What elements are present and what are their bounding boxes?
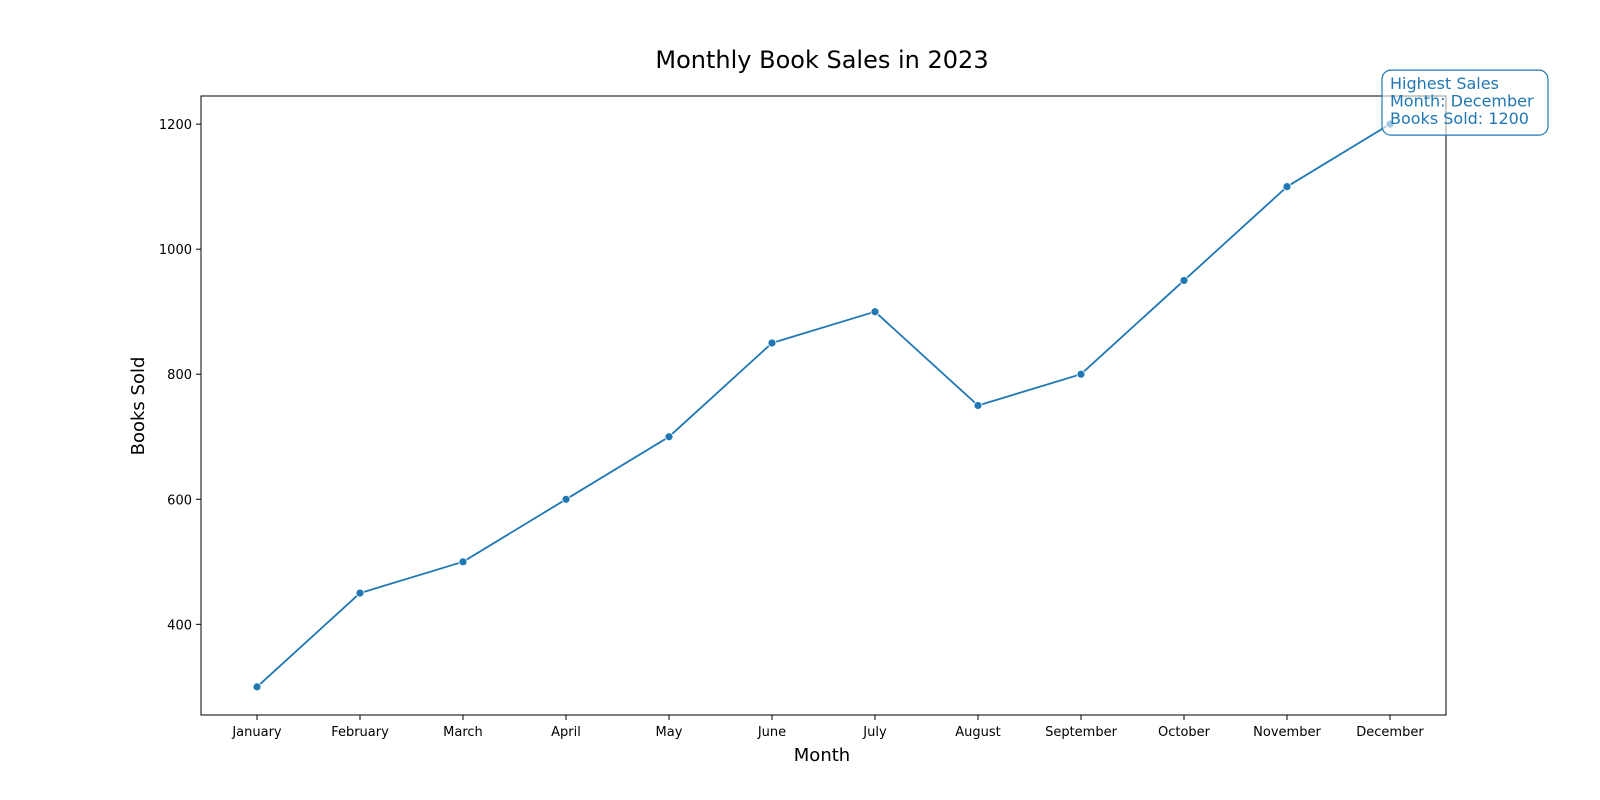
x-tick-label: October bbox=[1158, 725, 1211, 740]
x-tick-label: February bbox=[331, 725, 389, 740]
data-point bbox=[973, 401, 983, 410]
data-point bbox=[252, 682, 262, 692]
x-tick-label: January bbox=[231, 725, 282, 740]
annotation-box bbox=[1381, 69, 1549, 136]
x-tick-label: March bbox=[443, 725, 483, 740]
y-tick-label: 400 bbox=[167, 618, 192, 633]
x-axis-title: Month bbox=[794, 745, 850, 766]
data-point bbox=[767, 338, 777, 348]
data-point bbox=[664, 432, 674, 442]
y-tick-label: 600 bbox=[167, 493, 192, 508]
annotation-text: Books Sold: 1200 bbox=[1390, 109, 1529, 128]
x-tick-label: April bbox=[551, 725, 581, 740]
y-tick-label: 800 bbox=[167, 368, 192, 383]
annotation-text: Month: December bbox=[1390, 92, 1534, 111]
data-point bbox=[355, 588, 365, 598]
x-tick-label: July bbox=[862, 725, 887, 740]
chart-title: Monthly Book Sales in 2023 bbox=[655, 46, 988, 74]
x-tick-label: November bbox=[1253, 725, 1321, 740]
x-tick-label: June bbox=[757, 725, 786, 740]
data-point bbox=[1076, 369, 1086, 379]
data-point bbox=[458, 557, 468, 567]
plot-frame bbox=[200, 95, 1447, 716]
plot-area: January February March April May June July Augu… bbox=[159, 69, 1549, 740]
series-line bbox=[256, 123, 1391, 688]
annotation-text: Highest Sales bbox=[1390, 74, 1499, 93]
data-point bbox=[1282, 182, 1292, 192]
y-axis-title: Books Sold bbox=[128, 357, 149, 456]
data-point bbox=[1179, 276, 1189, 285]
data-point bbox=[870, 307, 880, 317]
y-tick-label: 1200 bbox=[159, 118, 192, 133]
x-tick-label: August bbox=[955, 725, 1001, 740]
x-tick-label: September bbox=[1045, 725, 1118, 740]
y-tick-label: 1000 bbox=[159, 243, 192, 258]
x-tick-label: May bbox=[656, 725, 683, 740]
x-tick-label: December bbox=[1356, 725, 1424, 740]
data-point bbox=[561, 494, 571, 504]
